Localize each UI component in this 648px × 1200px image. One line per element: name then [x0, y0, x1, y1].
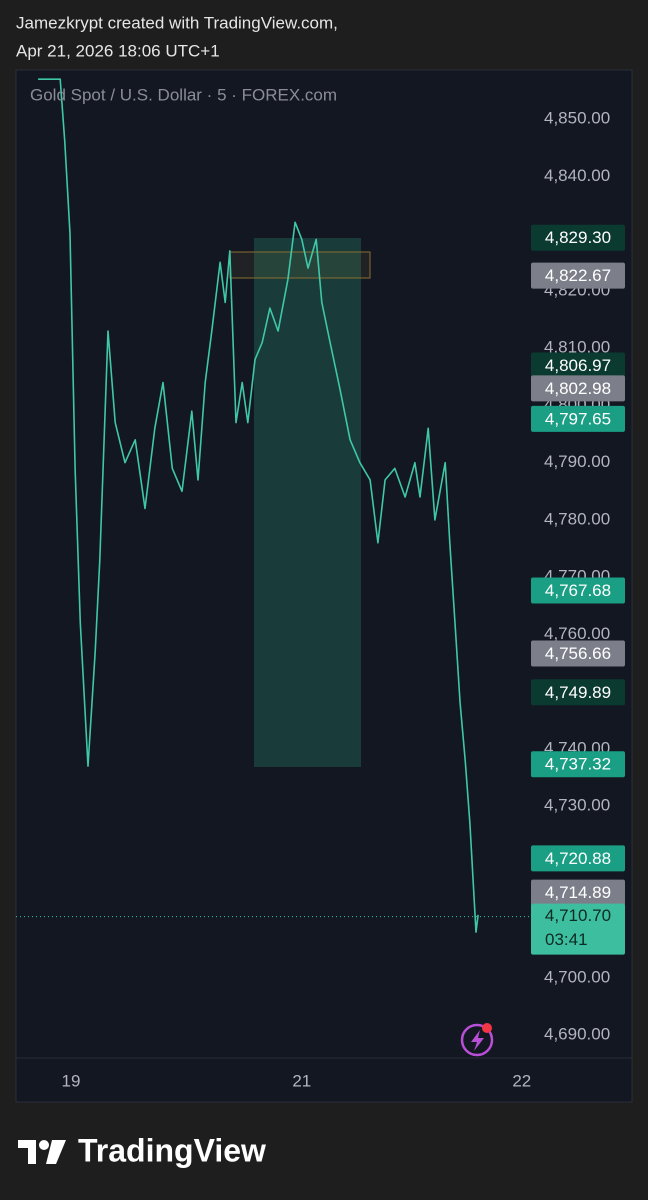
price-badge	[531, 352, 625, 379]
price-badge-label: 4,822.67	[545, 266, 611, 285]
price-badge	[531, 845, 625, 872]
price-badge-label: 4,749.89	[545, 683, 611, 702]
y-tick-label: 4,790.00	[544, 452, 610, 471]
countdown: 03:41	[545, 930, 588, 949]
price-line	[38, 78, 479, 933]
price-badge-label: 4,767.68	[545, 581, 611, 600]
brand-logo	[18, 1140, 66, 1164]
last-price-badge	[531, 903, 625, 955]
y-tick-label: 4,850.00	[544, 109, 610, 128]
price-badge	[531, 262, 625, 289]
price-badge-label: 4,720.88	[545, 849, 611, 868]
price-badge	[531, 405, 625, 432]
price-badge	[531, 577, 625, 604]
y-tick-label: 4,840.00	[544, 166, 610, 185]
brand-name: TradingView	[78, 1132, 266, 1168]
price-badge	[531, 679, 625, 706]
x-tick-label: 21	[292, 1071, 311, 1090]
y-tick-label: 4,700.00	[544, 967, 610, 986]
plot-area	[38, 78, 479, 933]
price-badge-label: 4,829.30	[545, 228, 611, 247]
price-badge	[531, 224, 625, 251]
price-badge-label: 4,797.65	[545, 409, 611, 428]
price-badge-label: 4,806.97	[545, 356, 611, 375]
price-badge	[531, 375, 625, 402]
price-badge	[531, 751, 625, 778]
y-tick-label: 4,760.00	[544, 624, 610, 643]
chart-title: Gold Spot / U.S. Dollar · 5 · FOREX.com	[30, 85, 337, 104]
price-badge-label: 4,737.32	[545, 755, 611, 774]
x-tick-label: 19	[62, 1071, 81, 1090]
y-tick-label: 4,810.00	[544, 338, 610, 357]
y-tick-label: 4,730.00	[544, 796, 610, 815]
range-box	[229, 251, 371, 279]
position-zone	[254, 238, 361, 767]
header-line: Apr 21, 2026 18:06 UTC+1	[16, 41, 220, 60]
price-badge-label: 4,802.98	[545, 379, 611, 398]
alert-icon[interactable]	[460, 1023, 494, 1057]
price-badge	[531, 640, 625, 667]
price-badge	[531, 879, 625, 906]
y-tick-label: 4,690.00	[544, 1025, 610, 1044]
price-badge-label: 4,714.89	[545, 883, 611, 902]
header-line: Jamezkrypt created with TradingView.com,	[16, 13, 338, 32]
price-badge-label: 4,756.66	[545, 644, 611, 663]
last-price-label: 4,710.70	[545, 906, 611, 925]
x-tick-label: 22	[512, 1071, 531, 1090]
y-tick-label: 4,780.00	[544, 509, 610, 528]
